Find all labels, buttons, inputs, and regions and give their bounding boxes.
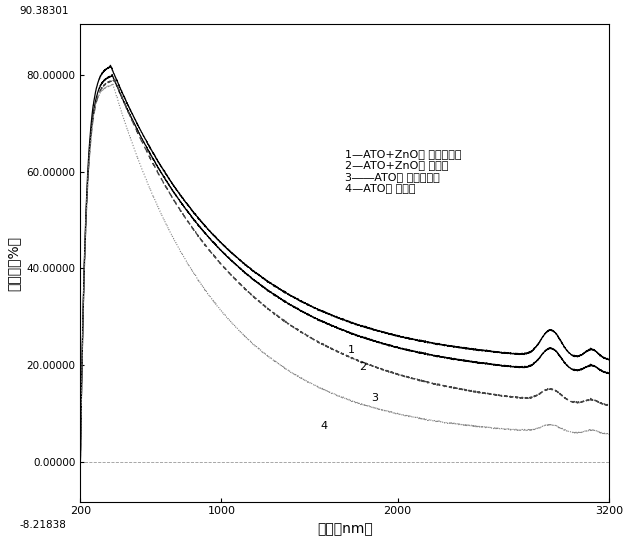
Text: 4: 4 [320,421,327,431]
Text: 1: 1 [348,345,355,355]
Text: -8.21838: -8.21838 [20,520,66,530]
Text: 2: 2 [358,362,366,372]
Y-axis label: 透過率（%）: 透過率（%） [7,236,21,291]
X-axis label: 波長（nm）: 波長（nm） [317,522,372,536]
Text: 1—ATO+ZnO， ディップ法
2—ATO+ZnO， 賓力法
3――ATO， ディップ法
4—ATO， 重力法: 1—ATO+ZnO， ディップ法 2—ATO+ZnO， 賓力法 3――ATO， … [345,149,461,193]
Text: 3: 3 [371,393,378,403]
Text: 90.38301: 90.38301 [20,6,69,16]
